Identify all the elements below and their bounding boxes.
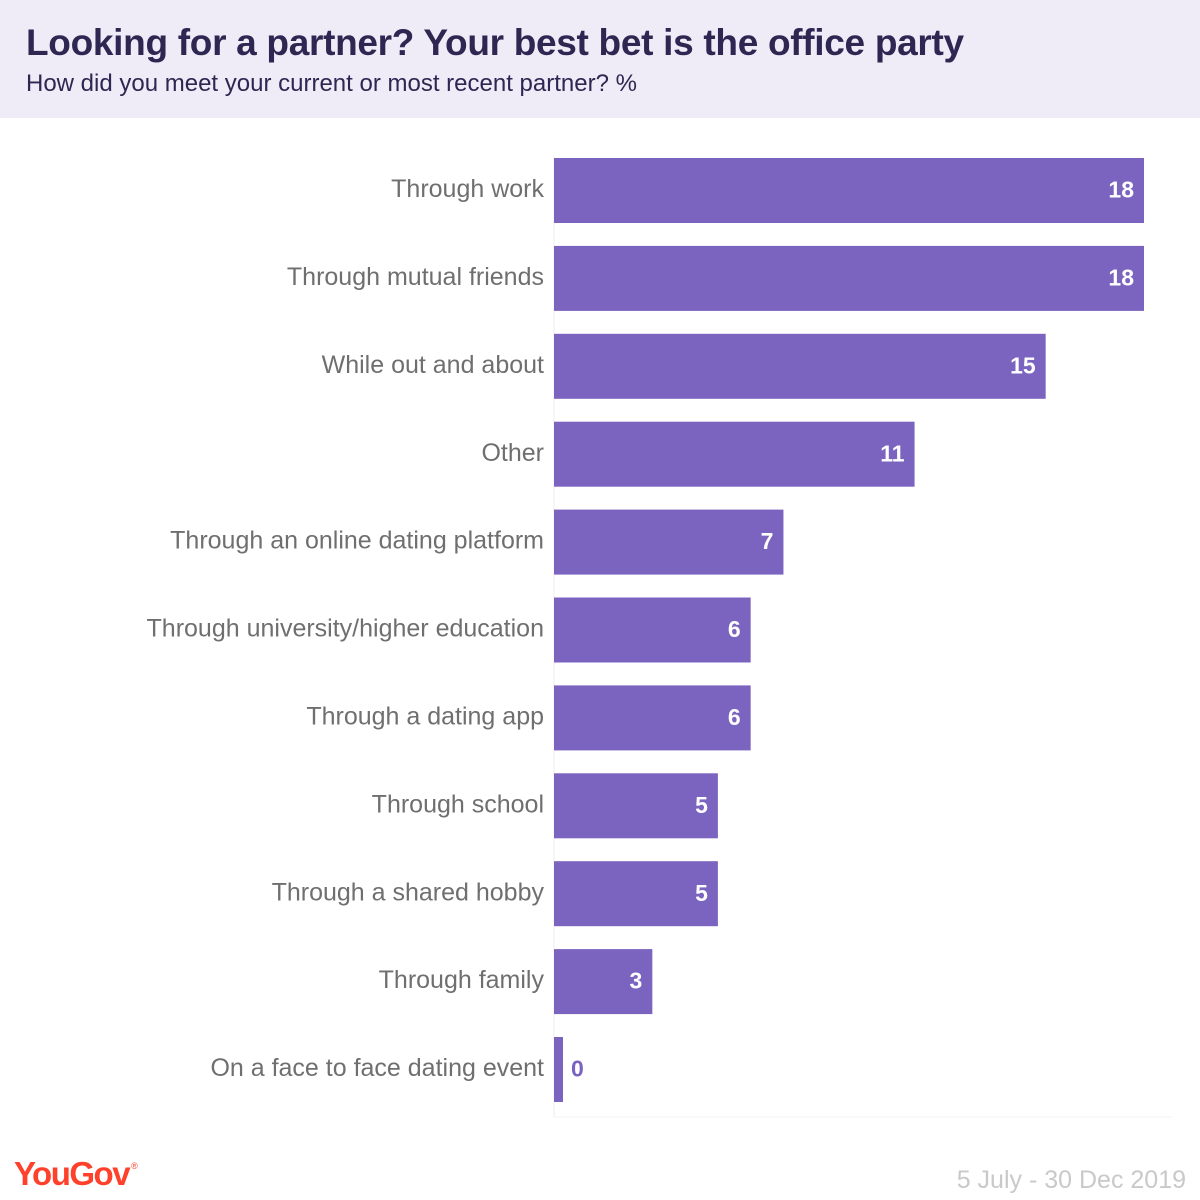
bar <box>554 597 751 663</box>
value-label: 3 <box>630 968 643 994</box>
chart-subtitle: How did you meet your current or most re… <box>26 70 637 97</box>
bar <box>554 421 915 487</box>
category-label: Through school <box>372 790 544 818</box>
value-label: 15 <box>1010 352 1036 378</box>
value-label: 0 <box>571 1056 584 1082</box>
bar <box>554 1037 563 1102</box>
logo-text: YouGov <box>14 1155 131 1192</box>
value-label: 6 <box>728 616 741 642</box>
bar <box>554 158 1144 223</box>
category-label: Through an online dating platform <box>170 527 544 555</box>
category-label: Other <box>481 439 544 467</box>
bar <box>554 245 1144 311</box>
registered-mark: ® <box>131 1161 138 1171</box>
value-label: 11 <box>880 440 905 466</box>
bar <box>554 333 1046 399</box>
value-label: 6 <box>728 704 741 730</box>
bar <box>554 949 653 1015</box>
category-label: Through family <box>379 966 545 994</box>
value-label: 5 <box>695 792 708 818</box>
category-label: While out and about <box>322 351 544 379</box>
category-label: Through mutual friends <box>287 263 544 291</box>
bar <box>554 509 784 575</box>
category-label: Through a shared hobby <box>272 878 545 906</box>
bar <box>554 685 751 751</box>
bar <box>554 861 718 927</box>
bar <box>554 773 718 839</box>
chart-header: Looking for a partner? Your best bet is … <box>0 0 1200 118</box>
chart-title: Looking for a partner? Your best bet is … <box>26 22 964 63</box>
value-label: 5 <box>695 880 708 906</box>
category-label: Through university/higher education <box>147 615 544 643</box>
category-label: Through a dating app <box>306 703 544 731</box>
value-label: 7 <box>761 528 774 554</box>
category-label: Through work <box>391 175 544 203</box>
category-label: On a face to face dating event <box>210 1054 544 1082</box>
value-label: 18 <box>1108 264 1134 290</box>
date-range: 5 July - 30 Dec 2019 <box>956 1166 1186 1194</box>
yougov-logo: YouGov ® <box>14 1155 138 1193</box>
value-label: 18 <box>1108 177 1134 203</box>
